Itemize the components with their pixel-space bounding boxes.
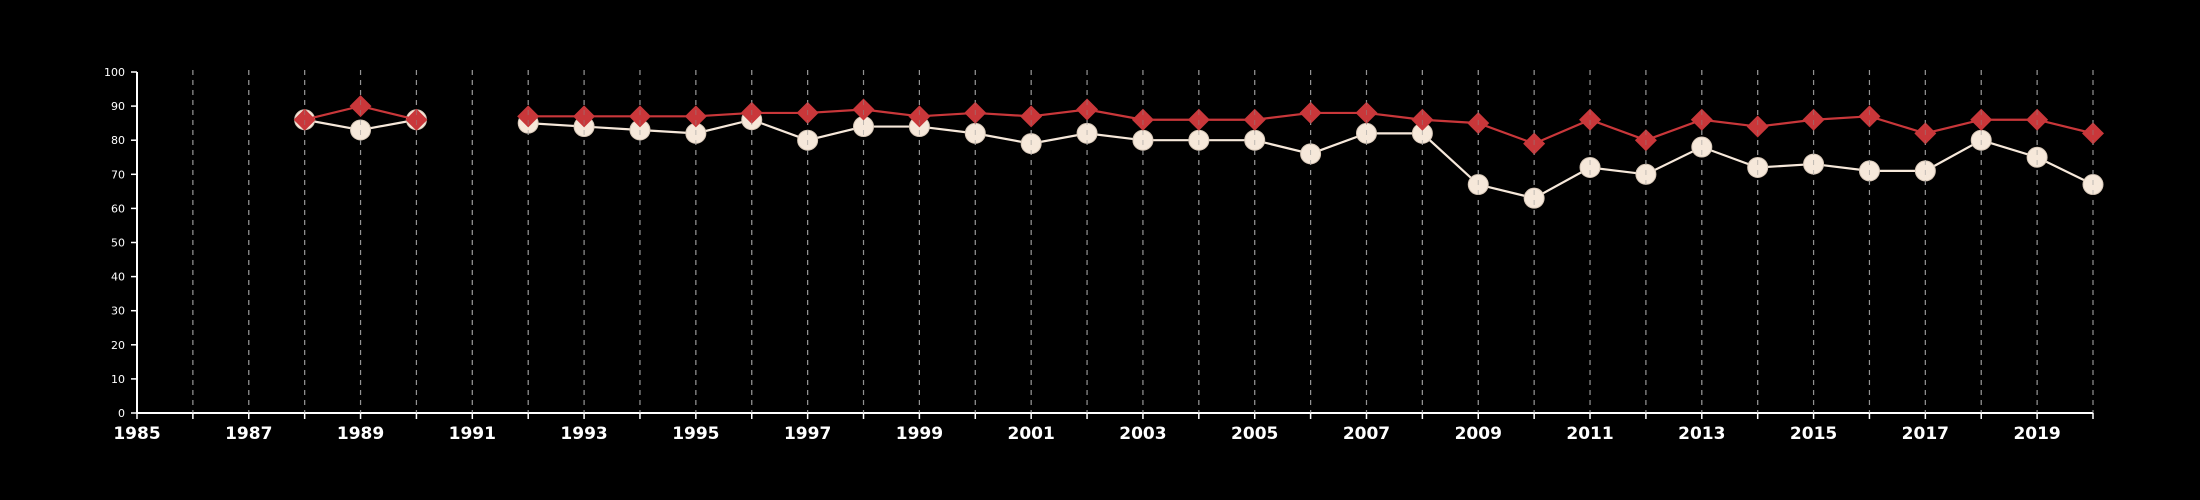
data-point-diamond xyxy=(1746,115,1769,138)
data-point-diamond xyxy=(1858,105,1881,128)
data-point-diamond xyxy=(1970,108,1993,131)
x-tick-label: 1987 xyxy=(225,424,272,444)
data-point-diamond xyxy=(293,108,316,131)
y-tick-label: 50 xyxy=(111,237,125,250)
y-tick-label: 60 xyxy=(111,202,125,215)
data-point-diamond xyxy=(628,105,651,128)
x-tick-label: 2015 xyxy=(1790,424,1837,444)
data-point-diamond xyxy=(1131,108,1154,131)
x-tick-label: 1985 xyxy=(113,424,160,444)
data-point-diamond xyxy=(1690,108,1713,131)
x-tick-label: 2005 xyxy=(1231,424,1278,444)
x-tick-label: 2017 xyxy=(1902,424,1949,444)
x-tick-label: 2009 xyxy=(1455,424,1502,444)
data-point-diamond xyxy=(1802,108,1825,131)
data-point-circle xyxy=(1747,156,1769,178)
y-tick-label: 30 xyxy=(111,305,125,318)
data-point-circle xyxy=(2026,146,2048,168)
data-point-diamond xyxy=(908,105,931,128)
data-point-circle xyxy=(350,119,372,141)
data-point-circle xyxy=(1691,136,1713,158)
y-tick-label: 80 xyxy=(111,134,125,147)
y-tick-label: 40 xyxy=(111,271,125,284)
x-tick-label: 1993 xyxy=(560,424,607,444)
y-tick-label: 100 xyxy=(104,66,125,79)
data-point-diamond xyxy=(1076,98,1099,121)
data-point-diamond xyxy=(1411,108,1434,131)
y-tick-label: 70 xyxy=(111,168,125,181)
axes: 0 10 20 30 40 50 60 70 80 90 100 1985 1987 1989 1991 19… xyxy=(104,66,2094,444)
data-point-diamond xyxy=(2026,108,2049,131)
gridline-overlay xyxy=(192,70,2094,413)
data-point-diamond xyxy=(573,105,596,128)
x-tick-label: 1997 xyxy=(784,424,831,444)
x-tick-label: 2001 xyxy=(1008,424,1055,444)
data-point-diamond xyxy=(1187,108,1210,131)
data-point-diamond xyxy=(405,108,428,131)
x-tick-label: 1999 xyxy=(896,424,943,444)
data-point-diamond xyxy=(349,95,372,118)
data-point-diamond xyxy=(852,98,875,121)
y-tick-label: 0 xyxy=(118,407,125,420)
y-tick-label: 10 xyxy=(111,373,125,386)
x-tick-label: 2019 xyxy=(2013,424,2060,444)
x-tick-label: 1991 xyxy=(449,424,496,444)
x-tick-label: 2011 xyxy=(1566,424,1613,444)
data-point-circle xyxy=(1523,187,1545,209)
data-point-diamond xyxy=(517,105,540,128)
x-tick-label: 2013 xyxy=(1678,424,1725,444)
y-tick-label: 20 xyxy=(111,339,125,352)
x-tick-label: 2007 xyxy=(1343,424,1390,444)
data-point-circle xyxy=(1579,156,1601,178)
x-tick-label: 2003 xyxy=(1119,424,1166,444)
data-point-diamond xyxy=(1579,108,1602,131)
data-point-diamond xyxy=(1243,108,1266,131)
x-tick-label: 1989 xyxy=(337,424,384,444)
data-point-diamond xyxy=(684,105,707,128)
series-group xyxy=(192,70,2104,413)
y-tick-label: 90 xyxy=(111,100,125,113)
data-point-diamond xyxy=(1020,105,1043,128)
x-tick-label: 1995 xyxy=(672,424,719,444)
